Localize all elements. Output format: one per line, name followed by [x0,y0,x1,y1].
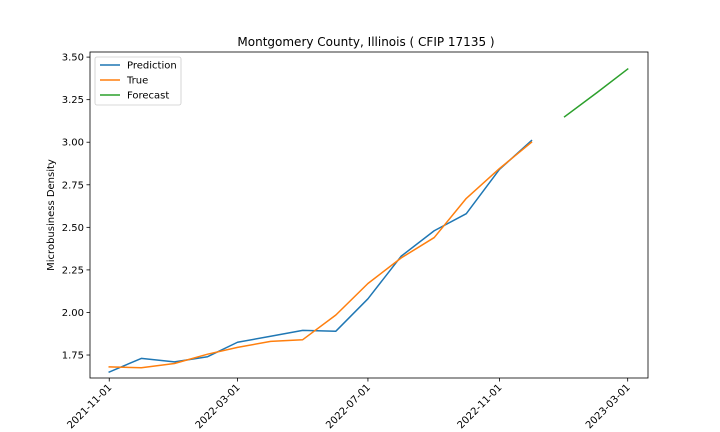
legend-label-forecast: Forecast [127,91,169,102]
y-tick-label: 1.75 [62,351,84,362]
y-tick-label: 3.25 [62,95,84,106]
chart-title: Montgomery County, Illinois ( CFIP 17135… [237,35,494,49]
y-tick-label: 3.50 [62,53,84,64]
series-line-forecast [563,67,629,118]
legend-box [94,56,182,106]
y-axis-label: Microbusiness Density [46,159,57,271]
y-tick-label: 2.50 [62,223,84,234]
y-tick-label: 3.00 [62,138,84,149]
y-tick-label: 2.00 [62,308,84,319]
series-line-true [108,141,533,369]
legend-label-true: True [126,76,148,87]
y-tick-label: 2.25 [62,265,84,276]
legend: Prediction True Forecast [94,56,182,106]
y-tick-label: 2.75 [62,180,84,191]
y-axis-ticks: 1.75 2.00 2.25 2.50 2.75 3.00 3.25 3.50 [62,53,90,362]
legend-label-prediction: Prediction [127,61,177,72]
plot-lines [108,67,629,374]
series-line-prediction [108,139,533,374]
plot-frame [89,51,649,379]
